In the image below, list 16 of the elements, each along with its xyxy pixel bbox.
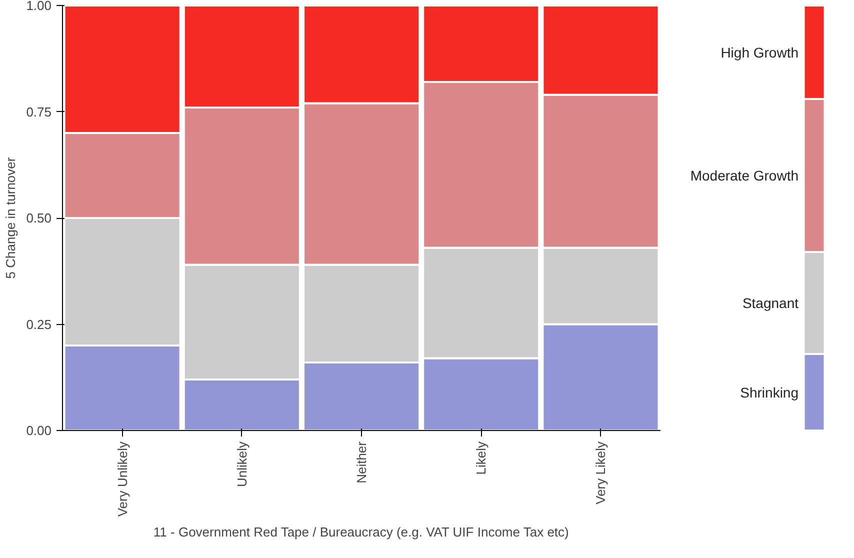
y-tick-label: 1.00 xyxy=(26,0,52,13)
y-tick-label: 0.75 xyxy=(26,104,52,120)
x-tick-label: Very Likely xyxy=(593,441,608,504)
series-label: Stagnant xyxy=(742,295,799,311)
x-tick-label: Unlikely xyxy=(234,441,250,488)
series-label: Moderate Growth xyxy=(690,168,799,184)
x-tick-label: Very Unlikely xyxy=(114,441,130,517)
y-tick-label: 0.00 xyxy=(26,423,52,438)
series-label: Shrinking xyxy=(740,384,799,400)
x-tick-label: Likely xyxy=(474,441,489,475)
series-label: High Growth xyxy=(720,44,799,60)
y-tick-label: 0.50 xyxy=(26,210,52,226)
x-axis-title: 11 - Government Red Tape / Bureaucracy (e.g. VAT UIF Income Tax etc) xyxy=(153,524,569,540)
y-axis-title: 5 Change in turnover xyxy=(3,156,18,279)
y-tick-label: 0.25 xyxy=(26,316,52,332)
x-tick-label: Neither xyxy=(354,440,369,484)
